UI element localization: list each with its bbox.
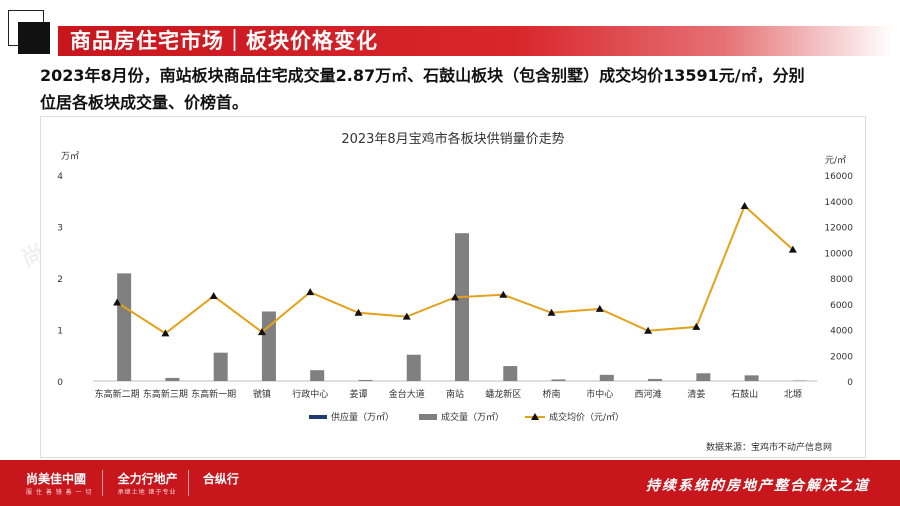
sales-bar — [792, 380, 807, 381]
sales-bar — [406, 354, 421, 381]
x-tick-label: 石鼓山 — [731, 388, 758, 400]
sales-bar — [455, 233, 469, 381]
footer — [0, 460, 900, 506]
footer-slogan: 持续系统的房地产整合解决之道 — [646, 478, 870, 494]
chart-title: 2023年8月宝鸡市各板块供销量价走势 — [341, 131, 564, 147]
x-tick-label: 蟠龙新区 — [485, 388, 521, 400]
x-tick-label: 东高新二期 — [95, 388, 140, 400]
x-tick-label: 市中心 — [586, 388, 613, 400]
price-point — [499, 290, 508, 298]
footer-logo-3: 合纵行 — [203, 470, 249, 487]
sales-bar — [358, 379, 373, 381]
footer-logo-2: 全力行地产 承继土地 继于专业 — [118, 470, 189, 496]
y-left-tick-label: 1 — [57, 327, 63, 337]
title-bar — [58, 26, 892, 56]
corner-square — [18, 22, 50, 54]
footer-logo-1: 尚美佳中國 服 住 善 镜 善 一 切 — [26, 470, 104, 496]
chart-panel: 2023年8月宝鸡市各板块供销量价走势万㎡ 元/㎡ 0 1 2 3 4 0 2000 4000 60… — [40, 116, 866, 458]
y-right-tick-label: 14000 — [824, 198, 853, 208]
sales-bar — [599, 374, 614, 381]
y-right-tick-label: 2000 — [830, 352, 853, 362]
y-right-tick-label: 6000 — [830, 301, 853, 311]
price-point — [451, 293, 459, 301]
price-point — [595, 304, 604, 312]
sales-bar — [696, 373, 711, 381]
y-right-tick-label: 0 — [847, 378, 853, 388]
sales-bar — [310, 370, 325, 381]
price-point — [306, 288, 315, 296]
price-point — [547, 308, 556, 316]
price-point — [402, 312, 411, 320]
x-tick-label: 东高新一期 — [191, 388, 236, 400]
price-point — [113, 298, 122, 306]
price-point — [257, 328, 266, 336]
y-right-tick-label: 12000 — [824, 224, 853, 234]
y-left-unit: 万㎡ — [61, 151, 79, 162]
headline: 2023年8月份，南站板块商品住宅成交量2.87万㎡、石鼓山板块（包含别墅）成交… — [40, 62, 870, 116]
footer-logo-2-text: 全力行地产 — [117, 472, 178, 486]
x-tick-label: 东高新三期 — [143, 388, 188, 400]
legend-supply-swatch — [309, 415, 327, 419]
y-right-tick-label: 8000 — [830, 275, 853, 285]
footer-logo-3-text: 合纵行 — [202, 472, 239, 486]
y-right-tick-label: 16000 — [824, 172, 853, 182]
y-right-tick-label: 4000 — [830, 327, 853, 337]
legend-sales-swatch — [419, 414, 437, 420]
price-point — [740, 202, 749, 210]
footer-logos: 尚美佳中國 服 住 善 镜 善 一 切 全力行地产 承继土地 继于专业 合纵行 — [26, 470, 259, 496]
footer-logo-1-text: 尚美佳中國 — [26, 472, 87, 486]
price-point — [354, 308, 363, 316]
x-tick-label: 金台大道 — [389, 388, 425, 400]
price-point — [161, 329, 170, 337]
x-tick-label: 西河滩 — [635, 388, 662, 400]
legend-price-marker — [531, 413, 539, 420]
sales-bar — [551, 379, 566, 381]
price-point — [644, 326, 653, 334]
x-tick-label: 清姜 — [687, 388, 705, 400]
y-left-tick-label: 3 — [57, 224, 63, 234]
x-tick-label: 虢镇 — [253, 388, 271, 400]
y-right-unit: 元/㎡ — [825, 155, 846, 166]
x-tick-label: 南站 — [446, 388, 464, 400]
legend-supply-label: 供应量（万㎡） — [331, 411, 394, 423]
page-title: 商品房住宅市场｜板块价格变化 — [70, 29, 378, 53]
footer-logo-2-sub: 承继土地 继于专业 — [117, 489, 177, 496]
x-tick-label: 行政中心 — [292, 388, 328, 400]
sales-bar — [648, 378, 663, 381]
headline-line2: 位居各板块成交量、价榜首。 — [40, 93, 249, 112]
y-right-tick-label: 10000 — [824, 249, 853, 259]
data-source: 数据来源：宝鸡市不动产信息网 — [706, 443, 833, 453]
y-left-tick-label: 4 — [57, 172, 63, 182]
headline-line1: 2023年8月份，南站板块商品住宅成交量2.87万㎡、石鼓山板块（包含别墅）成交… — [40, 66, 805, 85]
y-left-tick-label: 0 — [57, 378, 63, 388]
sales-bar — [213, 352, 228, 381]
sales-bar — [503, 366, 518, 381]
price-point — [692, 322, 701, 330]
x-tick-label: 姜谭 — [349, 388, 367, 400]
x-tick-label: 北塬 — [784, 389, 802, 400]
price-point — [788, 245, 797, 253]
footer-logo-1-sub: 服 住 善 镜 善 一 切 — [26, 489, 93, 496]
price-point — [209, 292, 218, 300]
legend-sales-label: 成交量（万㎡） — [441, 411, 504, 423]
legend-price-label: 成交均价（元/㎡） — [549, 411, 624, 423]
sales-bar — [165, 377, 180, 381]
y-left-tick-label: 2 — [57, 275, 63, 285]
x-tick-label: 桥南 — [543, 388, 561, 400]
sales-bar — [744, 375, 759, 381]
sales-bar — [117, 273, 132, 381]
